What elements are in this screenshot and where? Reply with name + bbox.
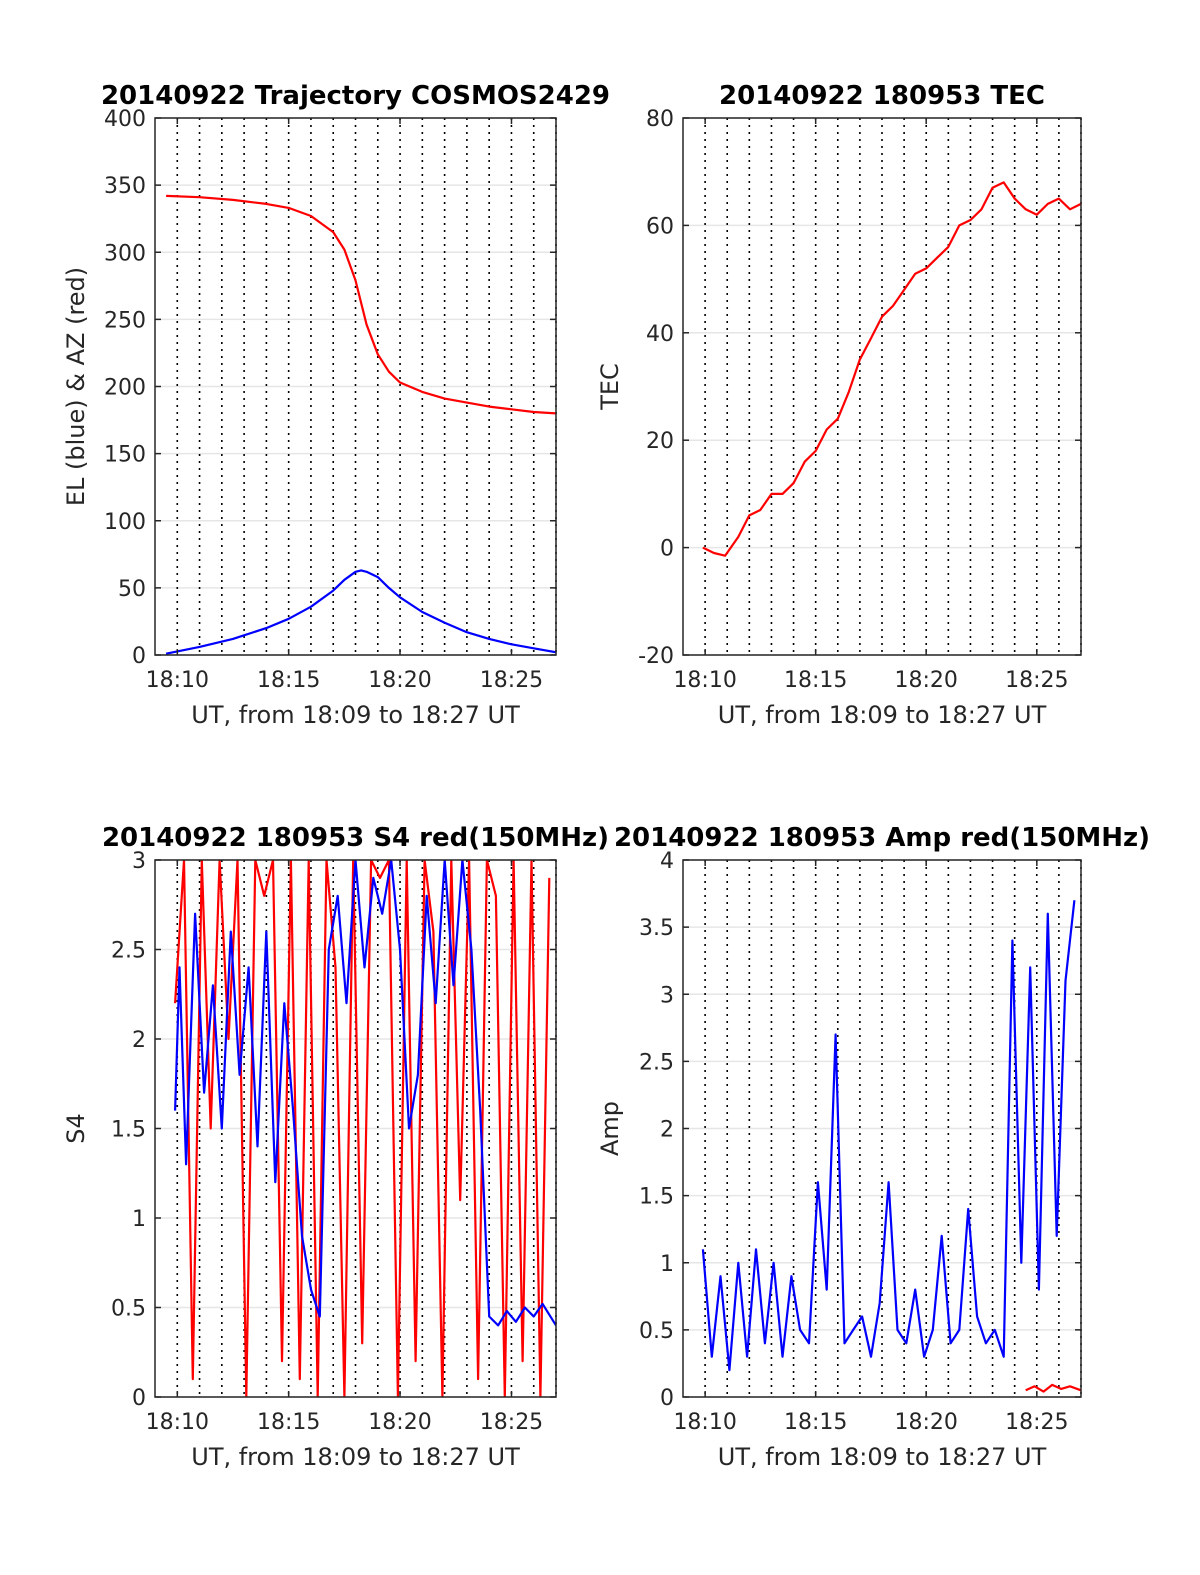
y-tick-label: 250 [104, 308, 146, 333]
x-tick-label: 18:25 [1005, 668, 1068, 693]
series-line-2 [174, 860, 556, 1327]
y-tick-label: 2 [132, 1028, 146, 1053]
x-tick-label: 18:15 [257, 1410, 320, 1435]
x-tick-label: 18:25 [1005, 1410, 1068, 1435]
x-tick-label: 18:10 [673, 668, 736, 693]
y-tick-label: 40 [646, 322, 674, 347]
y-tick-label: 2.5 [111, 939, 146, 964]
y-tick-label: 1 [660, 1252, 674, 1277]
y-tick-label: 400 [104, 107, 146, 132]
y-tick-label: 0.5 [639, 1319, 674, 1344]
x-tick-label: 18:25 [480, 668, 543, 693]
series-line-2 [701, 900, 1076, 1372]
x-tick-label: 18:20 [368, 1410, 431, 1435]
chart-4: 0 0.5 1 1.5 2 2.5 3 3.5 4 18:10 18:15 18:20 18:25 201… [596, 823, 1150, 1471]
x-tick-label: 18:20 [894, 668, 957, 693]
plot-frame [682, 117, 1082, 656]
y-tick-label: 100 [104, 510, 146, 535]
x-tick-label: 18:15 [257, 668, 320, 693]
x-tick-label: 18:10 [146, 1410, 209, 1435]
chart-title: 20140922 180953 S4 red(150MHz) [102, 823, 609, 853]
x-axis-label: UT, from 18:09 to 18:27 UT [718, 701, 1047, 729]
x-tick-label: 18:10 [673, 1410, 736, 1435]
series-line-1 [702, 181, 1081, 557]
y-tick-label: 60 [646, 214, 674, 239]
y-tick-label: 300 [104, 241, 146, 266]
x-tick-label: 18:10 [146, 668, 209, 693]
chart-3: 0 0.5 1 1.5 2 2.5 3 18:10 18:15 18:20 18:25 2014092… [62, 823, 609, 1471]
y-tick-label: 50 [118, 577, 146, 602]
x-axis-label: UT, from 18:09 to 18:27 UT [191, 1443, 520, 1471]
y-tick-label: 1.5 [111, 1118, 146, 1143]
x-tick-label: 18:15 [784, 668, 847, 693]
y-tick-label: 20 [646, 429, 674, 454]
y-tick-label: 3.5 [639, 916, 674, 941]
y-tick-label: 350 [104, 174, 146, 199]
x-tick-label: 18:15 [784, 1410, 847, 1435]
x-axis-label: UT, from 18:09 to 18:27 UT [718, 1443, 1047, 1471]
series-line-1 [174, 860, 551, 1397]
y-tick-label: 0 [132, 644, 146, 669]
x-tick-label: 18:25 [480, 1410, 543, 1435]
series-line-1 [1025, 1383, 1081, 1393]
x-axis-label: UT, from 18:09 to 18:27 UT [191, 701, 520, 729]
y-tick-label: 3 [660, 983, 674, 1008]
y-tick-label: 1.5 [639, 1185, 674, 1210]
y-tick-label: 0 [132, 1386, 146, 1411]
y-tick-label: -20 [638, 644, 674, 669]
chart-1: 0 50 100 150 200 250 300 350 400 18:10 18:15 18:20 1… [62, 81, 610, 729]
y-tick-label: 0 [660, 537, 674, 562]
y-tick-label: 2 [660, 1118, 674, 1143]
chart-title: 20140922 180953 Amp red(150MHz) [614, 823, 1150, 853]
y-tick-label: 0.5 [111, 1297, 146, 1322]
y-tick-label: 200 [104, 376, 146, 401]
y-tick-label: 0 [660, 1386, 674, 1411]
series-line-2 [165, 569, 556, 655]
y-tick-label: 3 [132, 849, 146, 874]
chart-2: -20 0 20 40 60 80 18:10 18:15 18:20 18:25 20140922… [596, 81, 1082, 729]
y-axis-label: S4 [62, 1113, 90, 1144]
y-tick-label: 4 [660, 849, 674, 874]
chart-title: 20140922 Trajectory COSMOS2429 [101, 81, 610, 111]
y-tick-label: 80 [646, 107, 674, 132]
y-tick-label: 150 [104, 443, 146, 468]
y-axis-label: Amp [596, 1101, 624, 1156]
y-axis-label: EL (blue) & AZ (red) [62, 267, 90, 506]
series-line-1 [166, 194, 556, 415]
x-tick-label: 18:20 [894, 1410, 957, 1435]
y-tick-label: 1 [132, 1207, 146, 1232]
chart-title: 20140922 180953 TEC [719, 81, 1045, 111]
plot-area [683, 118, 1081, 655]
y-axis-label: TEC [596, 363, 624, 411]
y-tick-label: 2.5 [639, 1050, 674, 1075]
x-tick-label: 18:20 [368, 668, 431, 693]
